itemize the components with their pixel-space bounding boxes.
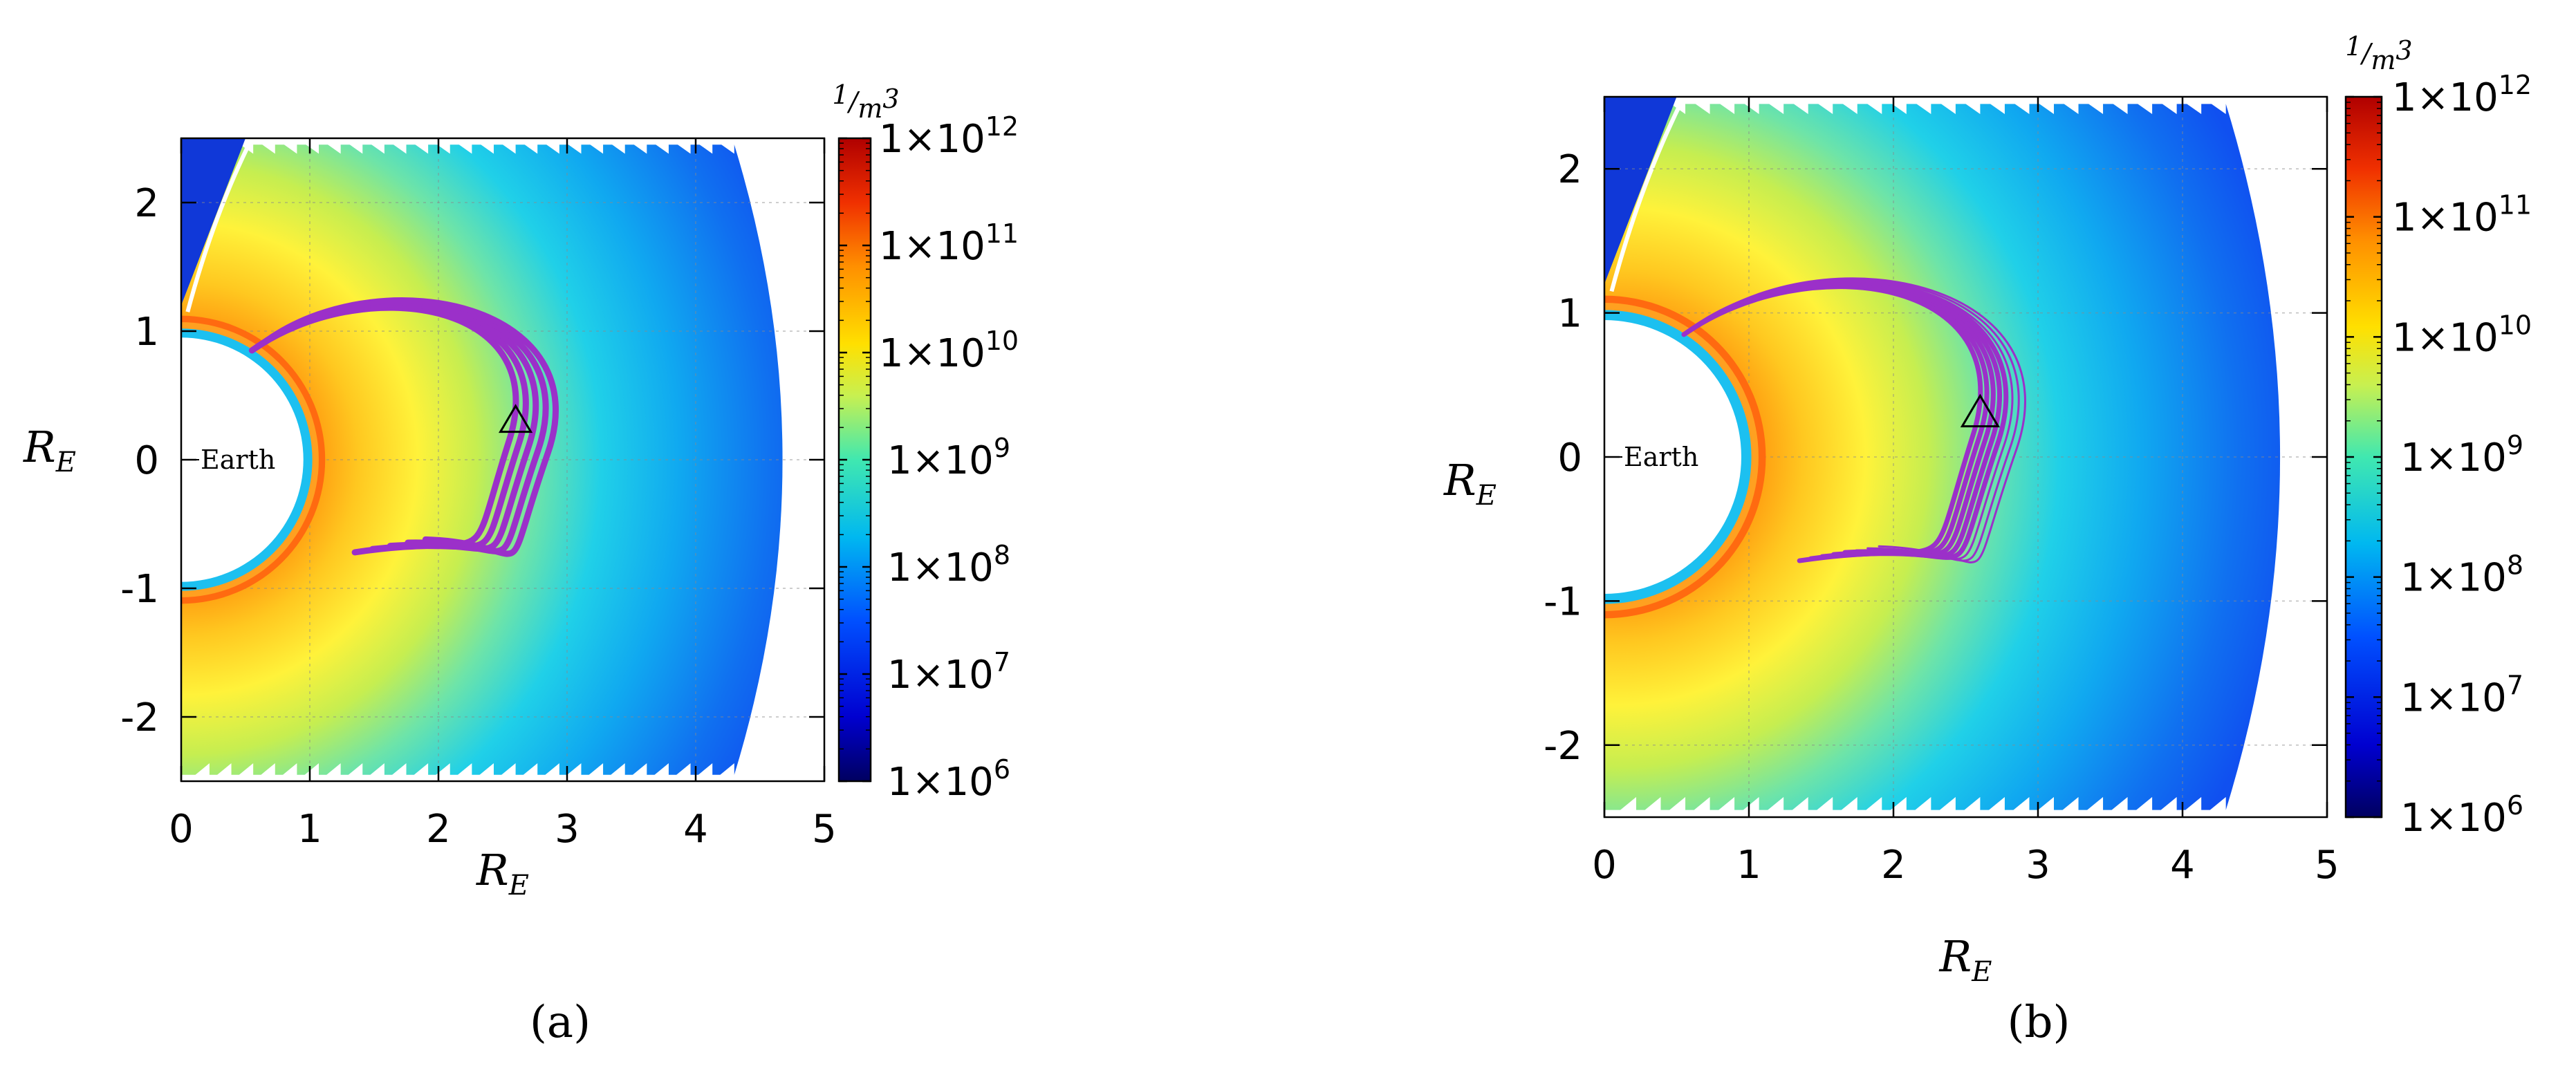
y-axis-label: RE [23,422,76,478]
observation-marker [1960,393,2001,428]
domain-notch [817,408,824,467]
panel-b: Earth 0 1 2 3 4 5 2 1 0 -1 -2 RE RE 1×1012 1×1011 1×1010… [1443,31,2532,1048]
x-tick-label: 0 [1592,843,1617,888]
colorbar-unit: 1/m3 [2345,31,2412,75]
trajectory-path [268,297,559,557]
x-tick-label: 4 [2170,843,2195,888]
colorbar-label: 1×106 [2400,790,2523,841]
panel-caption: (a) [530,997,591,1048]
x-axis-label: RE [476,845,529,901]
x-tick-label: 2 [426,807,451,852]
colorbar-label: 1×1012 [2392,70,2532,120]
trajectory-path [1704,277,2026,563]
colorbar-label: 1×1011 [2392,190,2532,241]
x-tick-label: 0 [169,807,194,852]
density-heatmap [1604,104,2281,810]
x-tick-label: 3 [2026,843,2050,888]
polar-wedge [181,138,245,306]
wedge-boundary [185,138,254,312]
y-tick-label: 0 [1557,436,1582,480]
x-tick-label: 1 [1736,843,1761,888]
colorbar-unit: 1/m3 [832,80,899,124]
y-tick-label: -1 [1544,579,1582,624]
panel-caption: (b) [2008,997,2070,1048]
y-tick-label: 2 [1557,147,1582,192]
earth-disk [181,337,304,582]
earth-label: Earth [1624,442,1698,472]
x-tick-label: 4 [683,807,708,852]
colorbar-label: 1×109 [887,433,1010,483]
x-axis-label: RE [1939,931,1992,988]
y-tick-label: 2 [134,181,159,226]
x-tick-label: 3 [555,807,580,852]
colorbar-label: 1×106 [887,754,1010,805]
colorbar-label: 1×1010 [2392,310,2532,360]
polar-wedge [1604,97,1677,284]
panel-a: Earth 0 1 2 3 4 5 2 1 0 -1 -2 RE RE 1×1012 1×1011 1×1010… [23,80,1019,1048]
colorbar-label: 1×108 [887,540,1010,590]
earth-label: Earth [201,445,275,475]
density-heatmap [181,144,783,775]
y-tick-label: 0 [134,438,159,483]
observation-marker [498,404,533,433]
y-tick-label: 1 [1557,292,1582,337]
density-field [181,138,824,781]
y-tick-label: -2 [1544,724,1582,769]
colorbar-label: 1×107 [887,647,1010,698]
domain-notch [2319,399,2327,465]
colorbar-label: 1×108 [2400,550,2523,601]
trajectories [248,297,559,557]
earth-disk [1604,320,1741,594]
y-tick-label: 1 [134,310,159,355]
x-tick-label: 5 [2315,843,2339,888]
x-tick-label: 1 [297,807,322,852]
colorbar-label: 1×107 [2400,670,2523,720]
y-tick-label: -2 [120,695,159,740]
x-tick-label: 2 [1881,843,1906,888]
y-tick-label: -1 [120,567,159,612]
colorbar-label: 1×109 [2400,430,2523,480]
colorbar-label: 1×1010 [879,326,1019,376]
x-tick-label: 5 [812,807,837,852]
y-axis-label: RE [1443,455,1497,512]
density-field [1604,97,2327,817]
colorbar-label: 1×1011 [879,218,1019,269]
wedge-boundary [1609,97,1686,292]
colorbar-label: 1×1012 [879,111,1019,162]
